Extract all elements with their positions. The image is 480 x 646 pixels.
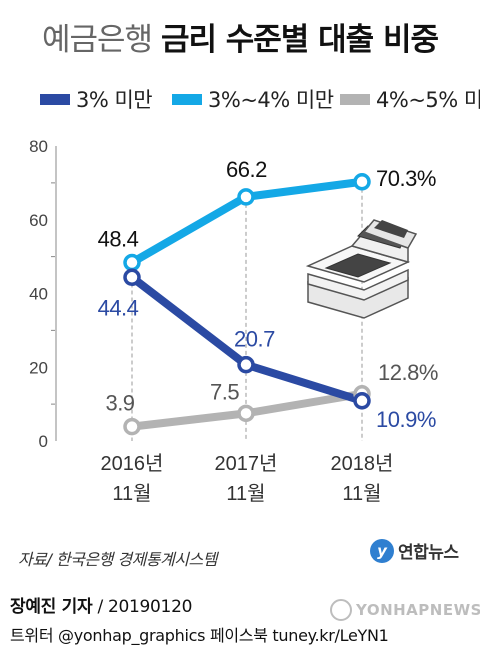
- source-note: 자료/ 한국은행 경제통계시스템: [18, 550, 217, 569]
- watermark-text: YONHAPNEWS: [356, 601, 480, 619]
- money-stack-icon: [305, 219, 418, 319]
- data-label-2-2: 12.8%: [378, 360, 438, 385]
- x-tick-label: 11월: [226, 482, 265, 505]
- legend-label-3-to-4: 3%~4% 미만: [208, 88, 334, 112]
- data-labels: 44.4 20.7 10.9% 48.4 66.2 70.3% 3.9 7.5 12.8%: [98, 157, 439, 432]
- x-tick-label: 2017년: [215, 452, 278, 475]
- legend-item-3-to-4: 3%~4% 미만: [172, 84, 334, 114]
- data-point-2-0: [123, 417, 141, 436]
- x-axis-labels: 2016년 11월 2017년 11월 2018년 11월: [101, 452, 394, 505]
- x-tick-label: 11월: [112, 482, 151, 505]
- legend-label-4-to-5: 4%~5% 미만: [376, 88, 480, 112]
- data-point-0-1: [237, 355, 255, 374]
- legend-swatch-under-3: [40, 93, 70, 105]
- brand-name: 연합뉴스: [398, 543, 459, 563]
- data-label-2-1: 7.5: [210, 379, 239, 404]
- x-tick-label: 2018년: [331, 452, 394, 475]
- y-tick-label: 20: [29, 358, 48, 377]
- x-tick-label: 11월: [342, 482, 381, 505]
- y-tick-label: 0: [39, 432, 48, 451]
- legend-label-under-3: 3% 미만: [76, 88, 153, 112]
- y-tick-label: 80: [29, 137, 48, 156]
- legend-swatch-3-to-4: [172, 93, 202, 105]
- data-point-1-2: [353, 173, 371, 191]
- data-label-2-0: 3.9: [105, 391, 134, 416]
- title-bold: 금리 수준별 대출 비중: [160, 22, 439, 58]
- data-label-0-1: 20.7: [234, 327, 275, 352]
- data-point-1-0: [123, 253, 141, 272]
- data-label-0-0: 44.4: [98, 295, 139, 320]
- data-point-1-1: [237, 188, 255, 206]
- data-point-2-1: [237, 404, 255, 423]
- data-label-1-0: 48.4: [98, 227, 139, 252]
- line-chart: 0 20 40 60 80 44.4 20.7 10.9% 48.4 66.2 70.3% 3.9 7…: [29, 137, 439, 505]
- y-tick-label: 40: [29, 285, 48, 304]
- y-tick-label: 60: [29, 211, 48, 230]
- x-tick-label: 2016년: [101, 452, 164, 475]
- data-label-1-1: 66.2: [226, 157, 267, 182]
- brand: y 연합뉴스: [370, 538, 459, 563]
- legend-item-under-3: 3% 미만: [40, 84, 153, 114]
- data-point-0-2: [353, 392, 371, 410]
- y-axis: 0 20 40 60 80: [29, 137, 57, 451]
- legend-swatch-4-to-5: [340, 93, 370, 105]
- legend: 3% 미만 3%~4% 미만 4%~5% 미만: [40, 84, 480, 114]
- watermark: YONHAPNEWS: [330, 599, 480, 621]
- data-label-1-2: 70.3%: [376, 166, 436, 191]
- chart-title: 예금은행 금리 수준별 대출 비중: [0, 14, 480, 59]
- reporter-name: 장예진 기자: [10, 597, 93, 617]
- watermark-logo-icon: [330, 599, 352, 621]
- reporter-date: / 20190120: [97, 597, 193, 617]
- yonhap-logo-icon: y: [370, 538, 394, 563]
- series-points: [123, 173, 371, 436]
- social-handles: 트위터 @yonhap_graphics 페이스북 tuney.kr/LeYN1: [10, 626, 389, 645]
- title-light: 예금은행: [41, 22, 153, 58]
- data-label-0-2: 10.9%: [376, 407, 436, 432]
- reporter-line: 장예진 기자 / 20190120: [10, 592, 192, 617]
- data-point-0-0: [123, 268, 141, 287]
- legend-item-4-to-5: 4%~5% 미만: [340, 84, 480, 114]
